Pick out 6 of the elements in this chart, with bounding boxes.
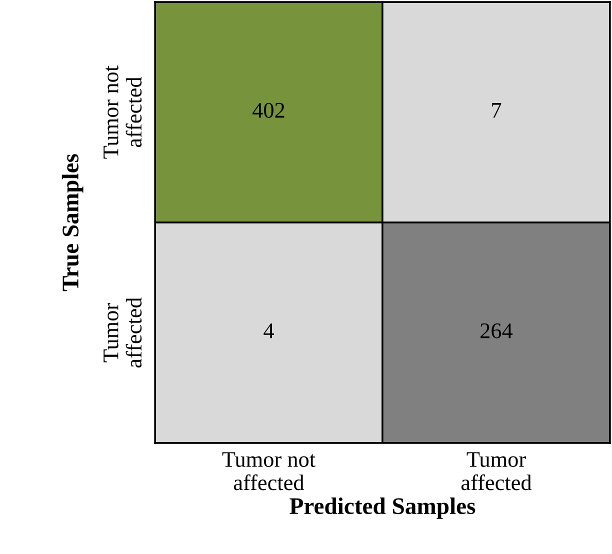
data-label: 7 bbox=[492, 103, 502, 118]
data-label: 264 bbox=[480, 323, 513, 338]
data-label: 4 bbox=[264, 323, 274, 338]
data-label: 402 bbox=[252, 102, 284, 118]
y-axis-title: True Samples bbox=[62, 154, 84, 292]
x-axis-title: Predicted Samples bbox=[290, 498, 476, 519]
